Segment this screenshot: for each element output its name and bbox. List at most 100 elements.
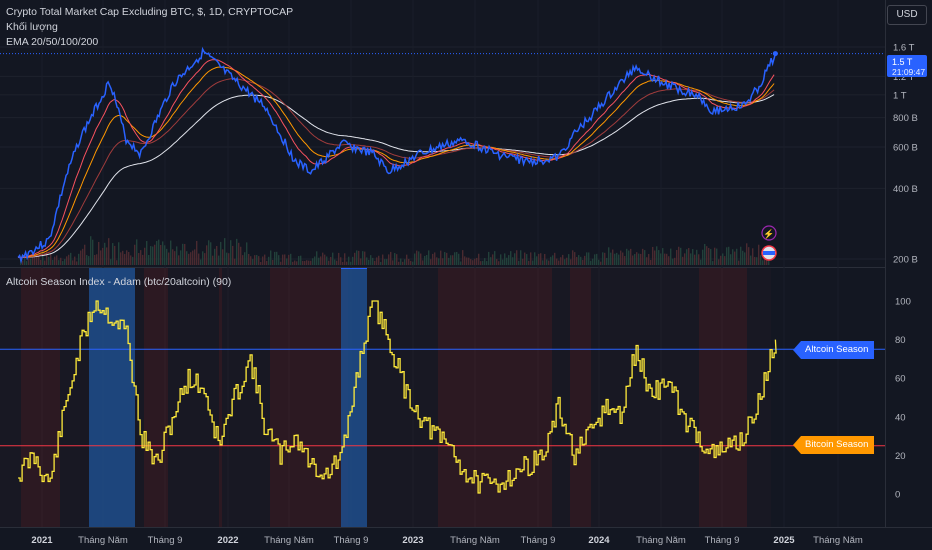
volume-bar — [222, 249, 224, 265]
season-band — [765, 268, 768, 527]
volume-bar — [174, 251, 176, 265]
volume-bar — [494, 251, 496, 265]
season-band — [240, 268, 243, 527]
volume-bar — [732, 249, 734, 265]
volume-bar — [762, 260, 764, 265]
season-band — [603, 268, 606, 527]
volume-bar — [172, 249, 174, 265]
volume-bar — [68, 254, 70, 265]
volume-bar — [42, 250, 44, 265]
volume-bar — [284, 254, 286, 265]
index-pane: 100 80 60 40 20 0 — [0, 268, 911, 527]
season-band — [177, 268, 180, 527]
season-band — [138, 268, 141, 527]
ema50-line — [18, 66, 775, 258]
volume-bar — [466, 257, 468, 265]
volume-bar — [382, 254, 384, 265]
season-band — [501, 268, 504, 527]
season-band — [579, 268, 582, 527]
season-band — [585, 268, 588, 527]
season-band — [750, 268, 753, 527]
season-band — [144, 268, 147, 527]
volume-bar — [96, 254, 98, 265]
volume-bar — [66, 256, 68, 265]
volume-bar — [436, 257, 438, 265]
season-band — [711, 268, 714, 527]
season-band — [423, 268, 426, 527]
volume-bar — [32, 254, 34, 265]
season-band — [567, 268, 570, 527]
volume-bar — [86, 255, 88, 265]
volume-bar — [412, 261, 414, 265]
volume-bar — [164, 245, 166, 265]
volume-bar — [728, 246, 730, 265]
volume-bar — [596, 253, 598, 265]
season-band — [249, 268, 252, 527]
volume-bar — [114, 245, 116, 265]
volume-bar — [212, 255, 214, 265]
volume-bar — [78, 253, 80, 265]
season-band — [216, 268, 219, 527]
season-band — [147, 268, 150, 527]
volume-bar — [504, 253, 506, 265]
volume-bar — [398, 261, 400, 265]
volume-bar — [662, 248, 664, 265]
volume-bar — [500, 254, 502, 265]
volume-bar — [744, 252, 746, 265]
season-band — [453, 268, 456, 527]
season-band — [438, 268, 441, 527]
time-tick-label: 2024 — [588, 535, 610, 546]
season-band — [609, 268, 612, 527]
volume-bar — [100, 250, 102, 265]
season-band — [516, 268, 519, 527]
volume-bar — [694, 254, 696, 265]
price-tick-label: 200 B — [893, 255, 918, 266]
season-band — [60, 268, 63, 527]
volume-bar — [492, 254, 494, 265]
volume-bar — [326, 256, 328, 265]
volume-bar — [716, 248, 718, 265]
season-band — [261, 268, 264, 527]
volume-bar — [346, 261, 348, 265]
volume-bar — [688, 248, 690, 265]
volume-bar — [30, 258, 32, 265]
volume-bar — [440, 250, 442, 265]
volume-bar — [756, 257, 758, 265]
season-band — [552, 268, 555, 527]
volume-bar — [366, 257, 368, 265]
volume-legend[interactable]: Khối lượng — [6, 21, 58, 33]
volume-bar — [106, 247, 108, 265]
volume-bar — [620, 250, 622, 265]
volume-bar — [140, 250, 142, 265]
season-band — [687, 268, 690, 527]
volume-bar — [386, 259, 388, 265]
time-tick-label: Tháng 9 — [521, 535, 556, 546]
season-band — [3, 268, 6, 527]
volume-bar — [70, 252, 72, 265]
volume-bar — [300, 255, 302, 265]
price-line — [17, 46, 777, 265]
season-band — [312, 268, 315, 527]
volume-bar — [648, 253, 650, 265]
volume-bar — [530, 252, 532, 265]
season-band — [540, 268, 543, 527]
season-band — [399, 268, 402, 527]
volume-bar — [196, 240, 198, 265]
volume-bar — [464, 256, 466, 265]
volume-bar — [472, 260, 474, 265]
season-band — [636, 268, 639, 527]
volume-bar — [616, 252, 618, 265]
currency-button[interactable]: USD — [887, 5, 927, 25]
indicator-title[interactable]: Altcoin Season Index - Adam (btc/20altco… — [6, 276, 232, 288]
volume-bar — [482, 260, 484, 265]
volume-bar — [402, 261, 404, 265]
volume-bar — [488, 251, 490, 265]
season-band — [252, 268, 255, 527]
volume-bar — [246, 242, 248, 265]
volume-bar — [112, 243, 114, 265]
season-band — [45, 268, 48, 527]
volume-bar — [310, 260, 312, 265]
volume-bar — [486, 261, 488, 265]
ema-legend[interactable]: EMA 20/50/100/200 — [6, 36, 99, 48]
